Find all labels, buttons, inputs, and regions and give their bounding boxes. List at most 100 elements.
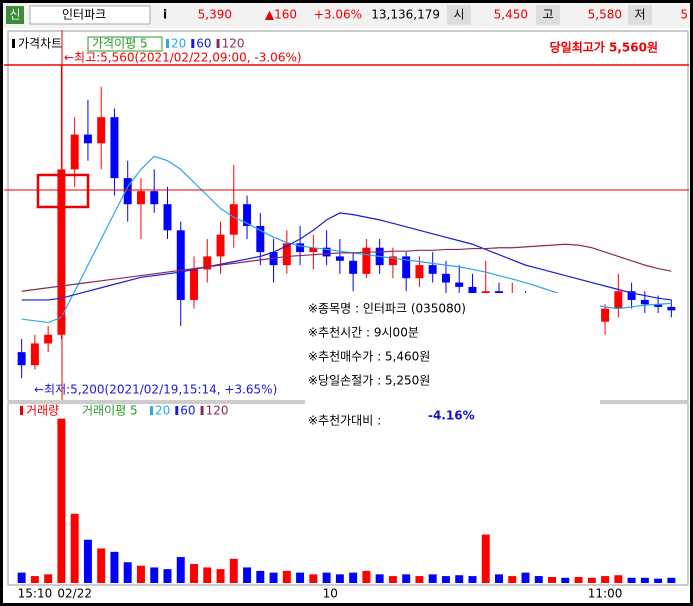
candle-body [601,308,610,322]
candle-body [296,243,305,253]
volume-bar [402,574,411,583]
volume-bar [640,577,649,583]
x-tick-label: 02/22 [57,587,92,601]
legend-label: 60 [196,37,211,51]
info-change: -4.16% [428,409,475,423]
info-line: ※추천매수가 : 5,460원 [308,349,430,364]
candle-body [203,256,212,270]
volume-bar [17,572,26,583]
volume-bar [667,577,676,583]
high: 5,580 [588,8,622,22]
candle-body [136,191,145,205]
legend-ma: 가격이평 5 [92,37,148,51]
info-button[interactable]: i [163,8,167,22]
name-box[interactable] [29,5,151,25]
overlay: ※종목명 : 인터파크 (035080) ※추천시간 : 9시00분 ※추천매수가 … [4,30,689,440]
candle-body [428,265,437,274]
info-box [305,293,600,440]
volume-bar [176,557,185,583]
legend-marker [166,39,169,48]
candle-body [44,334,53,344]
volume-bar [136,565,145,583]
low-label: 저 [634,8,645,22]
volume-bar [362,570,371,583]
volume-bar [269,572,278,583]
x-tick-label: 10 [323,587,338,601]
volume-bar [455,575,464,583]
volume-bar [574,576,583,583]
legend-label: 20 [171,37,186,51]
volume-bar [654,578,663,583]
candle-body [640,299,649,305]
high-label: 고 [542,8,553,22]
low: 5 [680,8,688,22]
volume-bar [481,534,490,583]
volume-bar [70,513,79,583]
candle-body [256,225,265,253]
annotation-high: ←최고:5,560(2021/02/22,09:00, -3.06%) [64,51,302,65]
volume-bar [548,576,557,583]
volume-bar [110,551,119,583]
volume-bar [309,574,318,583]
candle-body [455,282,464,287]
legend-marker [200,406,204,415]
stock-name: 인터파크 [62,8,106,22]
legend-marker [175,406,179,415]
volume-bar [190,563,198,583]
volume-bar [441,576,450,583]
volume-bar [216,569,225,583]
volume: 13,136,179 [371,8,440,22]
badge-box [6,6,24,24]
candle-body [415,265,424,279]
volume-bar [243,567,252,583]
legend-label: 20 [155,404,170,418]
candle-body [123,178,132,205]
legend-label: 120 [222,37,245,51]
x-tick-label: 11:00 [588,587,623,601]
ma-line [21,243,672,292]
volume-bar [229,558,238,583]
candle-body [614,291,623,309]
volume-bar [375,574,384,583]
volume-bar [203,567,212,583]
volume-bar [163,569,172,583]
volume-bar [296,572,305,583]
candle-body [110,117,119,179]
candle-body [229,204,238,235]
volume-bar [534,576,543,583]
candle-body [30,343,39,366]
candle-body [190,269,198,300]
price: 5,390 [198,8,232,22]
x-tick-label: 15:10 [18,587,53,601]
volume-bar [627,577,636,583]
legend-marker [191,39,195,48]
volume-bar [83,539,92,583]
volume-bar [256,570,265,583]
candle-body [243,204,252,226]
plot: 가격차트 가격이평 5 20 60 120 거래량 거래이평 5 20 60 120 당일최고가 5… [4,36,689,601]
candle-body [70,134,79,170]
legend-title: 가격차트 [18,37,62,51]
volume-bar [614,575,623,583]
legend-marker [12,39,15,48]
open: 5,450 [494,8,528,22]
volume-bar [388,576,397,583]
candle-body [335,256,344,261]
volume-bar [123,562,132,583]
legend-marker [150,406,153,415]
legend-ma: 거래이평 5 [82,404,138,418]
candle-body [216,234,225,257]
legend-title: 거래량 [26,404,59,418]
cell [628,5,652,25]
candle-body [362,247,371,274]
open-label: 시 [453,8,464,22]
info-line: ※당일손절가 : 5,250원 [308,374,430,388]
candle-body [17,352,26,366]
volume-bar [561,577,570,583]
volume-bar [335,574,344,583]
cell [536,5,560,25]
legend-label: 60 [180,404,195,418]
volume-bar [415,576,424,583]
candle-body [441,273,450,283]
